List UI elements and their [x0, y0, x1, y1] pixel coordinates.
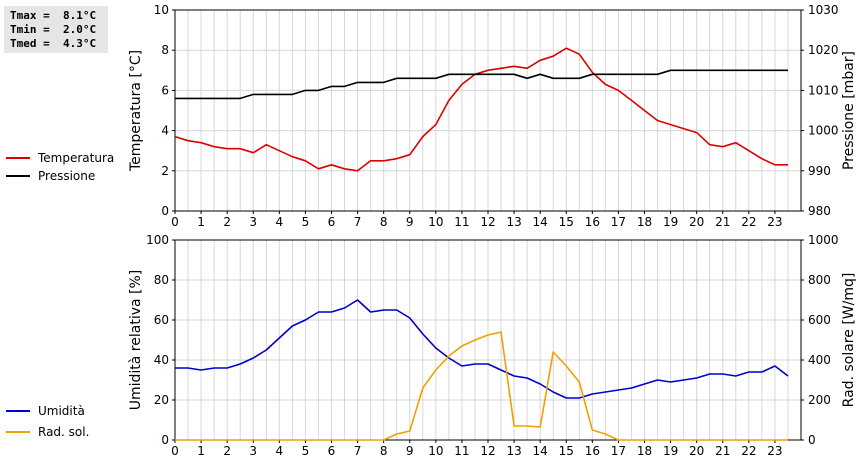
- y-tick-label: 4: [161, 124, 169, 138]
- x-tick-label: 20: [689, 444, 704, 458]
- series-line-right: [175, 69, 788, 100]
- x-tick-label: 14: [533, 215, 548, 229]
- x-tick-label: 0: [171, 444, 179, 458]
- series-line-right: [175, 331, 788, 441]
- stat-value: 4.3°C: [63, 37, 97, 50]
- x-tick-label: 3: [249, 215, 257, 229]
- legend-label: Umidità: [38, 404, 85, 418]
- x-tick-label: 4: [276, 444, 284, 458]
- x-tick-label: 7: [354, 215, 362, 229]
- y-axis-label: Umidità relativa [%]: [128, 270, 144, 411]
- y-tick-label: 0: [161, 433, 169, 447]
- x-tick-label: 6: [328, 215, 336, 229]
- y2-tick-label: 1000: [808, 124, 839, 138]
- y-tick-label: 2: [161, 164, 169, 178]
- y-tick-label: 100: [146, 233, 169, 247]
- y-tick-label: 40: [154, 353, 169, 367]
- y-tick-label: 60: [154, 313, 169, 327]
- x-tick-label: 5: [302, 444, 310, 458]
- x-tick-label: 0: [171, 215, 179, 229]
- y2-tick-label: 800: [808, 273, 831, 287]
- x-tick-label: 18: [637, 444, 652, 458]
- x-tick-label: 12: [480, 444, 495, 458]
- y-tick-label: 8: [161, 43, 169, 57]
- x-tick-label: 5: [302, 215, 310, 229]
- stat-label: Tmin =: [10, 23, 50, 36]
- y2-tick-label: 1020: [808, 43, 839, 57]
- x-tick-label: 22: [741, 215, 756, 229]
- x-tick-label: 15: [559, 215, 574, 229]
- series-line-left: [175, 299, 789, 399]
- x-tick-label: 21: [715, 444, 730, 458]
- y2-tick-label: 1030: [808, 3, 839, 17]
- x-tick-label: 21: [715, 215, 730, 229]
- y2-tick-label: 980: [808, 204, 831, 218]
- series-line-left: [174, 47, 788, 172]
- stat-value: 8.1°C: [63, 9, 97, 22]
- x-tick-label: 23: [767, 444, 782, 458]
- y2-tick-label: 400: [808, 353, 831, 367]
- y-tick-label: 0: [161, 204, 169, 218]
- stat-row-tmax: Tmax = 8.1°C: [10, 9, 96, 23]
- x-tick-label: 22: [741, 444, 756, 458]
- x-tick-label: 7: [354, 444, 362, 458]
- x-tick-label: 8: [380, 215, 388, 229]
- x-tick-label: 1: [197, 444, 205, 458]
- x-tick-label: 20: [689, 215, 704, 229]
- x-tick-label: 19: [663, 215, 678, 229]
- x-tick-label: 17: [611, 215, 626, 229]
- x-tick-label: 17: [611, 444, 626, 458]
- x-tick-label: 16: [585, 215, 600, 229]
- x-tick-label: 1: [197, 215, 205, 229]
- x-tick-label: 11: [454, 444, 469, 458]
- stat-row-tmed: Tmed = 4.3°C: [10, 37, 96, 51]
- x-tick-label: 13: [506, 444, 521, 458]
- x-tick-label: 18: [637, 215, 652, 229]
- y2-tick-label: 1000: [808, 233, 839, 247]
- y-tick-label: 80: [154, 273, 169, 287]
- legend-label: Temperatura: [37, 151, 114, 165]
- stat-row-tmin: Tmin = 2.0°C: [10, 23, 96, 37]
- x-tick-label: 23: [767, 215, 782, 229]
- x-tick-label: 2: [223, 215, 231, 229]
- y2-axis-label: Pressione [mbar]: [841, 51, 857, 170]
- x-tick-label: 11: [454, 215, 469, 229]
- x-tick-label: 12: [480, 215, 495, 229]
- x-tick-label: 15: [559, 444, 574, 458]
- x-tick-label: 9: [406, 444, 414, 458]
- x-tick-label: 8: [380, 444, 388, 458]
- y-tick-label: 10: [154, 3, 169, 17]
- y2-tick-label: 1010: [808, 83, 839, 97]
- stat-label: Tmax =: [10, 9, 50, 22]
- legend-label: Pressione: [38, 169, 95, 183]
- x-tick-label: 6: [328, 444, 336, 458]
- x-tick-label: 19: [663, 444, 678, 458]
- x-tick-label: 9: [406, 215, 414, 229]
- x-tick-label: 10: [428, 444, 443, 458]
- x-tick-label: 16: [585, 444, 600, 458]
- y2-tick-label: 200: [808, 393, 831, 407]
- stats-box: Tmax = 8.1°C Tmin = 2.0°C Tmed = 4.3°C: [4, 6, 108, 53]
- x-tick-label: 13: [506, 215, 521, 229]
- y-axis-label: Temperatura [°C]: [128, 50, 144, 172]
- y2-tick-label: 0: [808, 433, 816, 447]
- x-tick-label: 3: [249, 444, 257, 458]
- y2-axis-label: Rad. solare [W/mq]: [841, 273, 857, 408]
- x-tick-label: 14: [533, 444, 548, 458]
- y2-tick-label: 990: [808, 164, 831, 178]
- x-tick-label: 10: [428, 215, 443, 229]
- y2-tick-label: 600: [808, 313, 831, 327]
- legend-label: Rad. sol.: [38, 425, 89, 439]
- y-tick-label: 6: [161, 83, 169, 97]
- stat-value: 2.0°C: [63, 23, 97, 36]
- y-tick-label: 20: [154, 393, 169, 407]
- x-tick-label: 4: [276, 215, 284, 229]
- stat-label: Tmed =: [10, 37, 50, 50]
- x-tick-label: 2: [223, 444, 231, 458]
